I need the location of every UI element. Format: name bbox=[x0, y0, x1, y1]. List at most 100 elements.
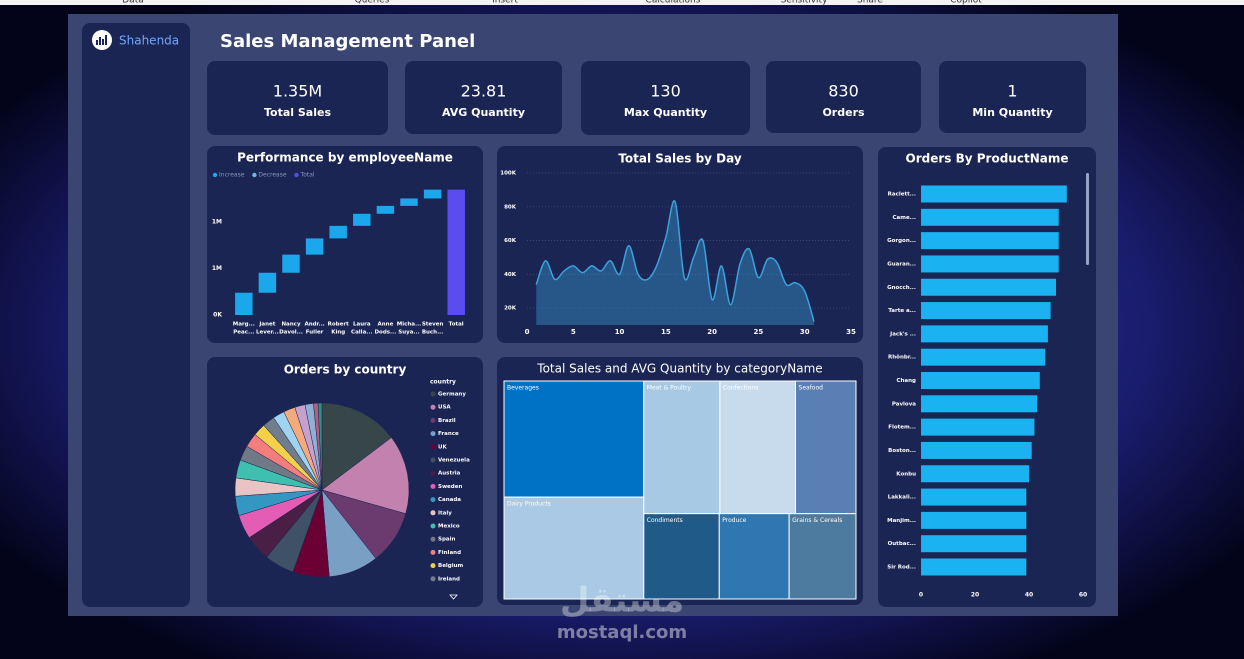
x-tick-label: Marg... bbox=[233, 322, 255, 328]
y-tick-label: Flotem... bbox=[888, 425, 916, 431]
x-tick-label: Davol... bbox=[279, 330, 303, 336]
x-tick-label: Nancy bbox=[281, 322, 300, 328]
watermark: مستقل bbox=[560, 581, 684, 621]
bar bbox=[400, 198, 418, 206]
x-tick-label: Suya... bbox=[398, 330, 419, 336]
legend-label: Spain bbox=[438, 537, 455, 543]
legend-swatch bbox=[252, 172, 257, 178]
toolbar-item[interactable]: Queries bbox=[355, 0, 390, 6]
x-tick-label: Anne bbox=[377, 322, 393, 328]
bar bbox=[921, 511, 1027, 529]
y-tick-label: Chang bbox=[896, 378, 916, 384]
legend-swatch bbox=[430, 391, 436, 397]
toolbar-item[interactable]: Copilot bbox=[950, 0, 982, 6]
bar bbox=[921, 558, 1027, 576]
tile bbox=[503, 380, 645, 498]
x-tick-label: Fuller bbox=[306, 330, 324, 336]
y-tick-label: Came... bbox=[893, 215, 916, 221]
tile bbox=[718, 513, 790, 600]
legend-swatch bbox=[430, 549, 436, 555]
legend-swatch bbox=[430, 563, 436, 569]
legend-label: Canada bbox=[438, 497, 461, 503]
y-tick-label: 60K bbox=[504, 238, 517, 244]
legend-swatch bbox=[430, 404, 436, 410]
x-tick-label: Lever... bbox=[256, 330, 279, 336]
x-tick-label: Buch... bbox=[422, 330, 444, 336]
pie-slice bbox=[317, 402, 323, 491]
page-title: Sales Management Panel bbox=[220, 31, 475, 52]
kpi-value: 130 bbox=[650, 82, 681, 101]
legend-label: Ireland bbox=[438, 576, 460, 582]
bar bbox=[921, 465, 1029, 483]
y-tick-label: 20K bbox=[504, 306, 517, 312]
watermark: mostaql.com bbox=[557, 622, 687, 643]
x-tick-label: Andr... bbox=[304, 322, 324, 328]
kpi-label: Max Quantity bbox=[624, 106, 707, 119]
toolbar-item[interactable]: Sensitivity bbox=[781, 0, 829, 6]
line bbox=[535, 200, 815, 322]
x-tick-label: King bbox=[331, 330, 345, 336]
legend-label: Austria bbox=[438, 471, 461, 477]
bar bbox=[921, 208, 1059, 226]
x-tick-label: Janet bbox=[258, 322, 275, 328]
x-tick-label: 35 bbox=[846, 328, 856, 336]
legend-swatch bbox=[430, 470, 436, 476]
tile bbox=[719, 380, 797, 515]
bar bbox=[921, 488, 1027, 506]
x-tick-label: 15 bbox=[661, 328, 671, 336]
bar bbox=[447, 189, 465, 315]
legend-swatch bbox=[212, 172, 218, 178]
x-tick-label: 30 bbox=[800, 328, 810, 336]
kpi-label: AVG Quantity bbox=[442, 106, 525, 119]
bar bbox=[282, 254, 300, 273]
scroll-arrow[interactable] bbox=[449, 594, 458, 600]
user-name[interactable]: Shahenda bbox=[119, 34, 179, 48]
x-tick-label: 20 bbox=[707, 328, 717, 336]
tile bbox=[795, 380, 857, 515]
y-tick-label: 40K bbox=[504, 272, 517, 278]
toolbar-item[interactable]: Share bbox=[857, 0, 883, 6]
card bbox=[207, 146, 483, 343]
kpi-label: Total Sales bbox=[264, 106, 331, 119]
legend-label: USA bbox=[438, 405, 451, 411]
toolbar-item[interactable]: Insert bbox=[492, 0, 518, 6]
legend-label: Germany bbox=[438, 392, 466, 398]
tile bbox=[503, 496, 645, 600]
card bbox=[581, 61, 750, 135]
legend-swatch bbox=[430, 483, 436, 489]
tile-label: Condiments bbox=[647, 517, 683, 524]
y-tick-label: Sir Rod... bbox=[887, 565, 916, 571]
y-tick-label: Jack's ... bbox=[889, 331, 916, 337]
legend-label: UK bbox=[438, 444, 447, 450]
kpi-value: 23.81 bbox=[461, 82, 507, 101]
bar bbox=[921, 278, 1056, 296]
legend-swatch bbox=[430, 457, 436, 463]
bar bbox=[921, 185, 1067, 203]
bar bbox=[423, 189, 442, 199]
y-tick-label: Manjim... bbox=[887, 518, 916, 524]
bar bbox=[921, 441, 1032, 459]
y-tick-label: Tarte a... bbox=[888, 308, 916, 314]
x-tick-label: Steven bbox=[422, 322, 444, 328]
toolbar-item[interactable]: Calculations bbox=[646, 0, 701, 6]
bar bbox=[329, 225, 347, 239]
y-tick-label: Boston... bbox=[888, 448, 916, 454]
y-tick-label: 1M bbox=[212, 265, 222, 272]
legend-label: Brazil bbox=[438, 418, 456, 424]
chart-title: Total Sales and AVG Quantity by category… bbox=[536, 362, 822, 376]
legend-label: Increase bbox=[219, 172, 245, 179]
bar bbox=[235, 292, 253, 315]
legend-swatch bbox=[430, 417, 436, 423]
scrollbar bbox=[1086, 173, 1089, 265]
bar bbox=[921, 325, 1048, 343]
content: Data Queries Insert Calculations Sensitivity… bbox=[122, 0, 1096, 643]
y-tick-label: Konbu bbox=[896, 471, 916, 477]
legend-swatch bbox=[430, 536, 436, 542]
x-tick-label: 10 bbox=[615, 328, 625, 336]
tile-label: Dairy Products bbox=[507, 501, 551, 508]
bar bbox=[921, 395, 1038, 413]
legend-label: Venezuela bbox=[438, 458, 470, 464]
toolbar-item[interactable]: Data bbox=[122, 0, 144, 6]
legend-label: Sweden bbox=[438, 484, 462, 490]
y-tick-label: Rhönbr... bbox=[888, 355, 916, 361]
